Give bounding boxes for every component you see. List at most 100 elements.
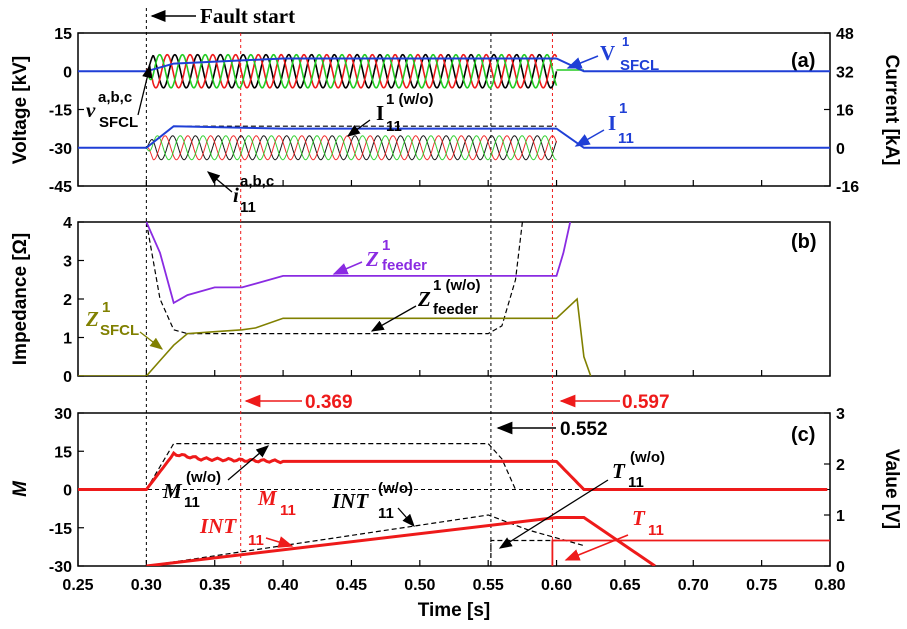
t11-wo-label: T bbox=[612, 459, 626, 483]
y-right-tick-label: 0 bbox=[836, 141, 845, 158]
i11-sub: 11 bbox=[618, 130, 634, 147]
series-int11 bbox=[146, 516, 656, 566]
y-tick-label: -30 bbox=[49, 141, 72, 158]
y-tick-label: -30 bbox=[49, 559, 72, 576]
x-tick-label: 0.35 bbox=[199, 577, 230, 594]
panel-label-c: (c) bbox=[791, 424, 815, 446]
m11-wo-sup: (w/o) bbox=[186, 469, 221, 486]
i11-arrow bbox=[574, 129, 605, 147]
z-feeder-wo-sub: feeder bbox=[433, 301, 478, 318]
i11-wo-sub: 11 bbox=[386, 118, 402, 135]
x-tick-label: 0.70 bbox=[678, 577, 709, 594]
series-t11 bbox=[551, 539, 830, 566]
voltage-phase-2 bbox=[145, 53, 558, 89]
v-abc-arrow bbox=[137, 64, 153, 116]
current-phase-2 bbox=[145, 135, 557, 161]
z-feeder-wo-sup: 1 (w/o) bbox=[433, 277, 481, 294]
y-tick-label: 15 bbox=[54, 26, 72, 43]
series-t11-wo bbox=[490, 539, 557, 566]
y-tick-label: 0 bbox=[63, 369, 72, 386]
v-sfcl-sub: SFCL bbox=[620, 57, 659, 74]
z-sfcl-sub: SFCL bbox=[100, 322, 139, 339]
t11-wo-sup: (w/o) bbox=[630, 449, 665, 466]
x-tick-label: 0.25 bbox=[62, 577, 93, 594]
m11-label: M bbox=[257, 486, 278, 510]
y-tick-label: 15 bbox=[54, 444, 72, 461]
series-m11-wo bbox=[145, 443, 517, 490]
y-right-tick-label: 0 bbox=[836, 559, 845, 576]
y-right-tick-label: -16 bbox=[836, 179, 859, 196]
z-feeder-arrow bbox=[332, 261, 363, 275]
y-right-tick-label: 2 bbox=[836, 457, 845, 474]
y-tick-label: 4 bbox=[63, 215, 72, 232]
x-tick-label: 0.40 bbox=[268, 577, 299, 594]
voltage-phase-0 bbox=[146, 53, 558, 89]
z-feeder-wo-arrow bbox=[370, 305, 417, 332]
v-abc-sub: SFCL bbox=[99, 114, 138, 131]
y-tick-label: 0 bbox=[63, 483, 72, 500]
y-tick-label: 3 bbox=[63, 254, 72, 271]
z-feeder-sup: 1 bbox=[382, 237, 390, 254]
x-tick-label: 0.65 bbox=[609, 577, 640, 594]
reference-lines bbox=[145, 8, 553, 566]
i-abc-arrow bbox=[207, 171, 233, 193]
v-abc-label: v bbox=[86, 98, 96, 122]
int11-sub: 11 bbox=[248, 532, 264, 549]
panel-label-a: (a) bbox=[791, 50, 815, 72]
series-z-sfcl bbox=[78, 297, 592, 376]
x-tick-label: 0.60 bbox=[541, 577, 572, 594]
z-feeder-sub: feeder bbox=[382, 257, 427, 274]
y-right-tick-label: 3 bbox=[836, 406, 845, 423]
int11-wo-sub: 11 bbox=[378, 505, 394, 522]
y-tick-label: -15 bbox=[49, 103, 72, 120]
y-tick-label: 1 bbox=[63, 331, 72, 348]
int11-arrow bbox=[265, 536, 294, 548]
i11-wo-label: I bbox=[376, 101, 384, 125]
y-tick-label: -45 bbox=[49, 179, 72, 196]
m11-wo-sub: 11 bbox=[184, 494, 200, 511]
z-sfcl-sup: 1 bbox=[102, 299, 110, 316]
y-axis-label-value: Value [V] bbox=[881, 449, 902, 529]
x-tick-label: 0.75 bbox=[746, 577, 777, 594]
m11-wo-label: M bbox=[162, 479, 183, 503]
t11-wo-arrow bbox=[498, 479, 609, 549]
callout-0369: 0.369 bbox=[305, 392, 353, 413]
y-tick-label: 0 bbox=[63, 64, 72, 81]
i11-sup: 1 bbox=[619, 100, 627, 117]
panel-label-b: (b) bbox=[791, 231, 817, 253]
x-tick-label: 0.30 bbox=[131, 577, 162, 594]
series-int11-wo bbox=[146, 514, 585, 566]
z-feeder-label: Z bbox=[365, 247, 379, 271]
z-sfcl-label: Z bbox=[85, 307, 99, 331]
i11-label: I bbox=[608, 111, 616, 135]
y-right-tick-label: 48 bbox=[836, 26, 854, 43]
y-tick-label: 30 bbox=[54, 406, 72, 423]
v-sfcl-arrow bbox=[566, 55, 599, 69]
y-right-tick-label: 32 bbox=[836, 64, 854, 81]
i-abc-sub: 11 bbox=[240, 199, 256, 216]
annotations: Fault start V 1 SFCL v a,b,c SFCL I 1 (w… bbox=[85, 4, 670, 561]
x-tick-label: 0.80 bbox=[814, 577, 845, 594]
t11-sub: 11 bbox=[648, 522, 664, 539]
series-i11 bbox=[78, 125, 830, 149]
m11-wo-arrow bbox=[227, 445, 269, 481]
y-axis-label-m: M bbox=[10, 480, 31, 497]
int11-wo-sup: (w/o) bbox=[378, 480, 413, 497]
callout-0552: 0.552 bbox=[560, 419, 608, 440]
panel-b-frame bbox=[77, 221, 831, 377]
int11-wo-label: INT bbox=[331, 489, 369, 513]
callout-0597: 0.597 bbox=[622, 392, 670, 413]
series-z-feeder bbox=[145, 222, 572, 305]
x-tick-label: 0.45 bbox=[336, 577, 367, 594]
y-axis-label-voltage: Voltage [kV] bbox=[10, 56, 31, 164]
x-axis-label-time: Time [s] bbox=[418, 600, 491, 621]
y-axis-label-impedance: Impedance [Ω] bbox=[10, 233, 31, 365]
data-series bbox=[78, 53, 830, 566]
z-sfcl-arrow bbox=[139, 331, 164, 350]
t11-label: T bbox=[632, 506, 646, 530]
int11-label: INT bbox=[199, 514, 237, 538]
v-sfcl-label: V bbox=[600, 41, 615, 65]
series-z-feeder-wo bbox=[145, 222, 523, 335]
i-abc-label: i bbox=[233, 183, 239, 207]
